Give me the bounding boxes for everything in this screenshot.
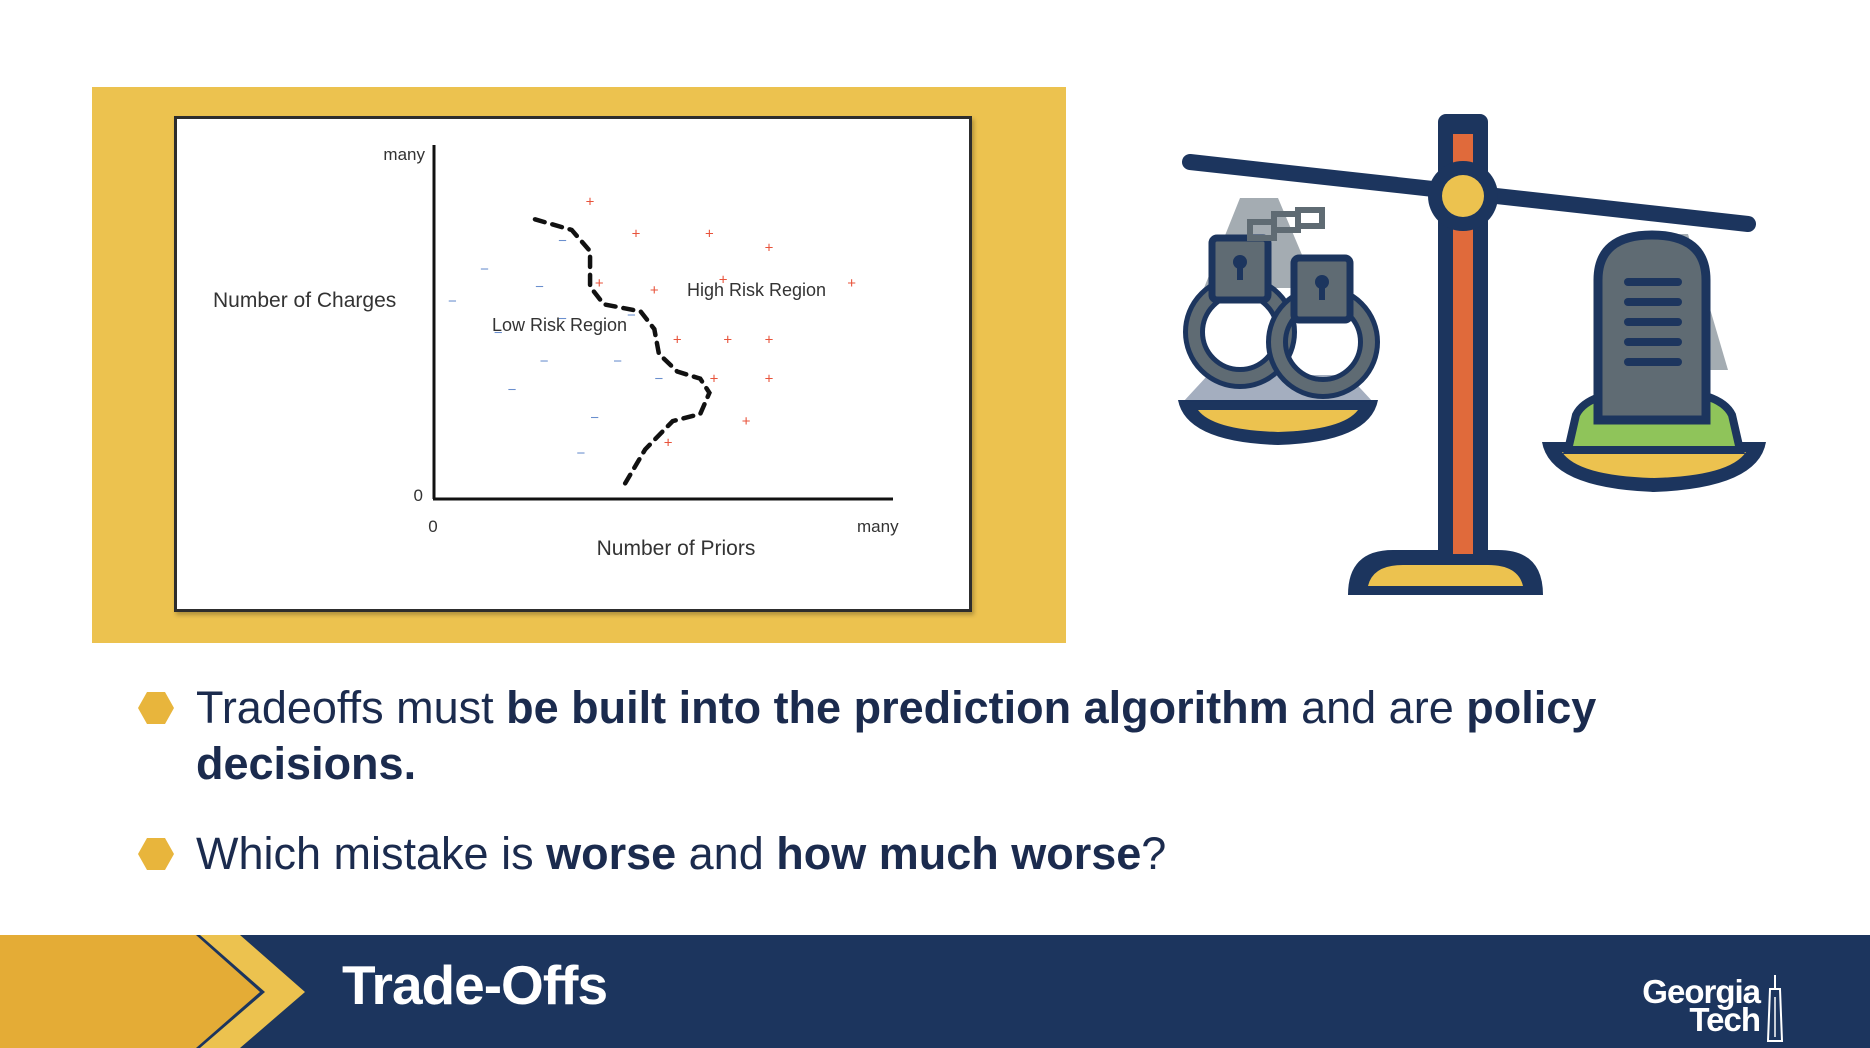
point-high-risk: +: [742, 413, 751, 430]
figure-panel: + + + + + + + + + + + + + + + − − − − − − − − − − − − − many 0 0 ma…: [92, 87, 1066, 643]
bullet-text-plain: ?: [1141, 828, 1167, 879]
hexagon-bullet-icon: [138, 838, 174, 870]
hexagon-bullet-icon: [138, 692, 174, 724]
right-pan: [1542, 230, 1766, 492]
bullet-text-bold: worse: [546, 828, 677, 879]
footer-banner: Trade-Offs Georgia Tech: [0, 935, 1870, 1048]
point-high-risk: +: [595, 275, 604, 292]
bullet-text-bold: how much worse: [776, 828, 1142, 879]
tower-icon: [1766, 975, 1784, 1042]
point-low-risk: −: [535, 279, 544, 296]
point-low-risk: −: [558, 310, 567, 327]
point-low-risk: −: [480, 261, 489, 278]
logo-word-georgia: Georgia: [1642, 973, 1761, 1010]
point-high-risk: +: [673, 332, 682, 349]
point-low-risk: −: [558, 233, 567, 250]
georgia-tech-logo: Georgia Tech: [1596, 973, 1786, 1043]
scale-of-justice-icon: [1178, 114, 1766, 595]
bullet-list: Tradeoffs must be built into the predict…: [132, 680, 1732, 882]
bullet-text-plain: and are: [1288, 682, 1467, 733]
point-high-risk: +: [723, 332, 732, 349]
point-low-risk: −: [448, 293, 457, 310]
point-high-risk: +: [719, 272, 728, 289]
point-high-risk: +: [765, 371, 774, 388]
decision-boundary: [532, 217, 712, 491]
annotation-low-risk: Low Risk Region: [492, 315, 627, 335]
annotation-high-risk: High Risk Region: [687, 280, 826, 300]
chevron-decoration: [0, 935, 336, 1048]
point-low-risk: −: [540, 353, 549, 370]
bullet-item: Tradeoffs must be built into the predict…: [132, 680, 1732, 792]
logo-word-tech: Tech: [1689, 1001, 1761, 1038]
point-high-risk: +: [705, 226, 714, 243]
point-low-risk: −: [627, 307, 636, 324]
point-high-risk: +: [650, 282, 659, 299]
bullet-item: Which mistake is worse and how much wors…: [132, 826, 1732, 882]
point-low-risk: −: [508, 381, 517, 398]
point-high-risk: +: [847, 275, 856, 292]
bullet-text-plain: Tradeoffs must: [196, 682, 507, 733]
y-axis-label: Number of Charges: [213, 289, 396, 312]
point-low-risk: −: [590, 410, 599, 427]
bullet-text-bold: be built into the prediction algorithm: [506, 682, 1289, 733]
y-tick-0: 0: [414, 486, 423, 505]
y-tick-many: many: [383, 145, 425, 164]
scatter-chart: ++ +++ ++ ++ + ++ +++−−−−− −−− −−−−− many 0 0 ma…: [213, 145, 899, 560]
point-high-risk: +: [765, 240, 774, 257]
x-axis-label: Number of Priors: [597, 537, 756, 560]
handcuffs-icon: [1183, 207, 1380, 399]
point-high-risk: +: [586, 194, 595, 211]
slide-title: Trade-Offs: [342, 954, 608, 1016]
tombstone-icon: [1593, 230, 1711, 425]
bullet-text-plain: and: [676, 828, 777, 879]
point-low-risk: −: [655, 371, 664, 388]
point-high-risk: +: [765, 332, 774, 349]
point-low-risk: −: [613, 353, 622, 370]
bullet-text-plain: Which mistake is: [196, 828, 547, 879]
point-high-risk: +: [710, 371, 719, 388]
bullet-text-bold: policy decisions.: [196, 682, 1597, 789]
point-high-risk: +: [632, 226, 641, 243]
x-tick-0: 0: [428, 517, 437, 536]
x-tick-many: many: [857, 517, 899, 536]
point-low-risk: −: [576, 445, 585, 462]
left-pan: [1178, 207, 1380, 445]
point-high-risk: +: [664, 434, 673, 451]
point-low-risk: −: [494, 325, 503, 342]
chart-card: + + + + + + + + + + + + + + + − − − − − − − − − − − − − many 0 0 ma…: [174, 116, 972, 612]
